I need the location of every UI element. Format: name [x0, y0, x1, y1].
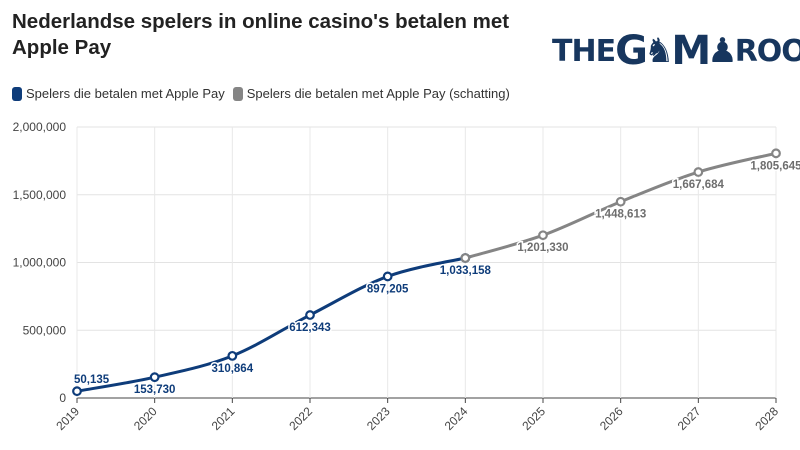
data-point — [771, 148, 781, 159]
y-tick-label: 1,500,000 — [13, 188, 67, 202]
data-point — [149, 372, 160, 383]
data-label-halo: 1,201,330 — [517, 242, 568, 254]
data-label-halo: 1,033,158 — [440, 265, 492, 277]
data-label-halo: 310,864 — [212, 363, 254, 375]
data-point — [382, 271, 393, 282]
data-label: 1,805,645 — [750, 160, 800, 172]
data-label: 897,205 — [367, 283, 409, 295]
x-tick-label: 2026 — [597, 404, 626, 433]
x-tick-label: 2021 — [209, 404, 238, 433]
data-label-halo: 612,343 — [289, 322, 331, 334]
data-label-halo: 1,805,645 — [750, 160, 800, 172]
chess-knight-icon: ♞ — [643, 31, 675, 71]
data-label: 153,730 — [134, 384, 176, 396]
logo-g: G — [615, 28, 648, 74]
legend-swatch-actual — [12, 86, 22, 101]
data-label: 1,033,158 — [440, 265, 492, 277]
y-tick-label: 1,000,000 — [13, 256, 67, 270]
data-point — [72, 386, 82, 397]
x-tick-label: 2020 — [131, 404, 160, 433]
x-tick-label: 2019 — [53, 404, 82, 433]
legend-item-estimate[interactable]: Spelers die betalen met Apple Pay (schat… — [232, 86, 510, 101]
data-point — [615, 196, 626, 207]
data-label-halo: 1,667,684 — [673, 179, 725, 191]
y-tick-label: 0 — [59, 391, 66, 405]
x-tick-label: 2022 — [286, 404, 315, 433]
data-label: 1,201,330 — [517, 242, 568, 254]
data-label-halo: 50,135 — [74, 374, 110, 386]
legend: Spelers die betalen met Apple Pay Speler… — [12, 86, 518, 101]
logo-room: ROOM — [734, 33, 800, 69]
legend-label-actual: Spelers die betalen met Apple Pay — [26, 86, 225, 101]
data-point — [538, 230, 548, 241]
y-tick-label: 500,000 — [23, 323, 67, 337]
data-point — [693, 167, 704, 177]
data-label-halo: 153,730 — [134, 384, 176, 396]
chart-title: Nederlandse spelers in online casino's b… — [12, 10, 510, 59]
data-label: 310,864 — [212, 363, 254, 375]
data-label-halo: 897,205 — [367, 283, 409, 295]
legend-label-estimate: Spelers die betalen met Apple Pay (schat… — [246, 86, 510, 101]
series-line — [76, 256, 466, 393]
chess-pawn-icon: ♟ — [707, 31, 738, 71]
x-tick-label: 2025 — [519, 404, 548, 433]
x-tick-label: 2023 — [364, 404, 393, 433]
thegameroom-logo: THE G ♞ M ♟ ROOM — [552, 28, 800, 74]
y-tick-label: 2,000,000 — [13, 120, 67, 134]
x-tick-label: 2024 — [442, 404, 471, 433]
data-label: 1,667,684 — [673, 179, 725, 191]
x-tick-label: 2027 — [675, 404, 704, 433]
data-point — [460, 253, 471, 263]
data-label: 612,343 — [289, 322, 331, 334]
logo-m: M — [671, 28, 711, 74]
legend-swatch-estimate — [232, 86, 243, 101]
data-point — [305, 310, 315, 320]
logo-the: THE — [552, 33, 616, 69]
data-point — [227, 350, 238, 361]
data-label-halo: 1,448,613 — [595, 209, 646, 221]
x-tick-label: 2028 — [752, 404, 781, 433]
legend-item-actual[interactable]: Spelers die betalen met Apple Pay — [12, 86, 225, 101]
data-label: 1,448,613 — [595, 209, 646, 221]
data-label: 50,135 — [74, 374, 110, 386]
